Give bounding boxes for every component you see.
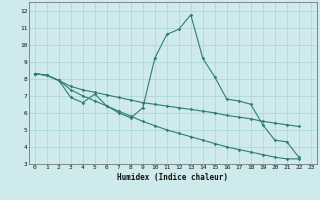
X-axis label: Humidex (Indice chaleur): Humidex (Indice chaleur) — [117, 173, 228, 182]
